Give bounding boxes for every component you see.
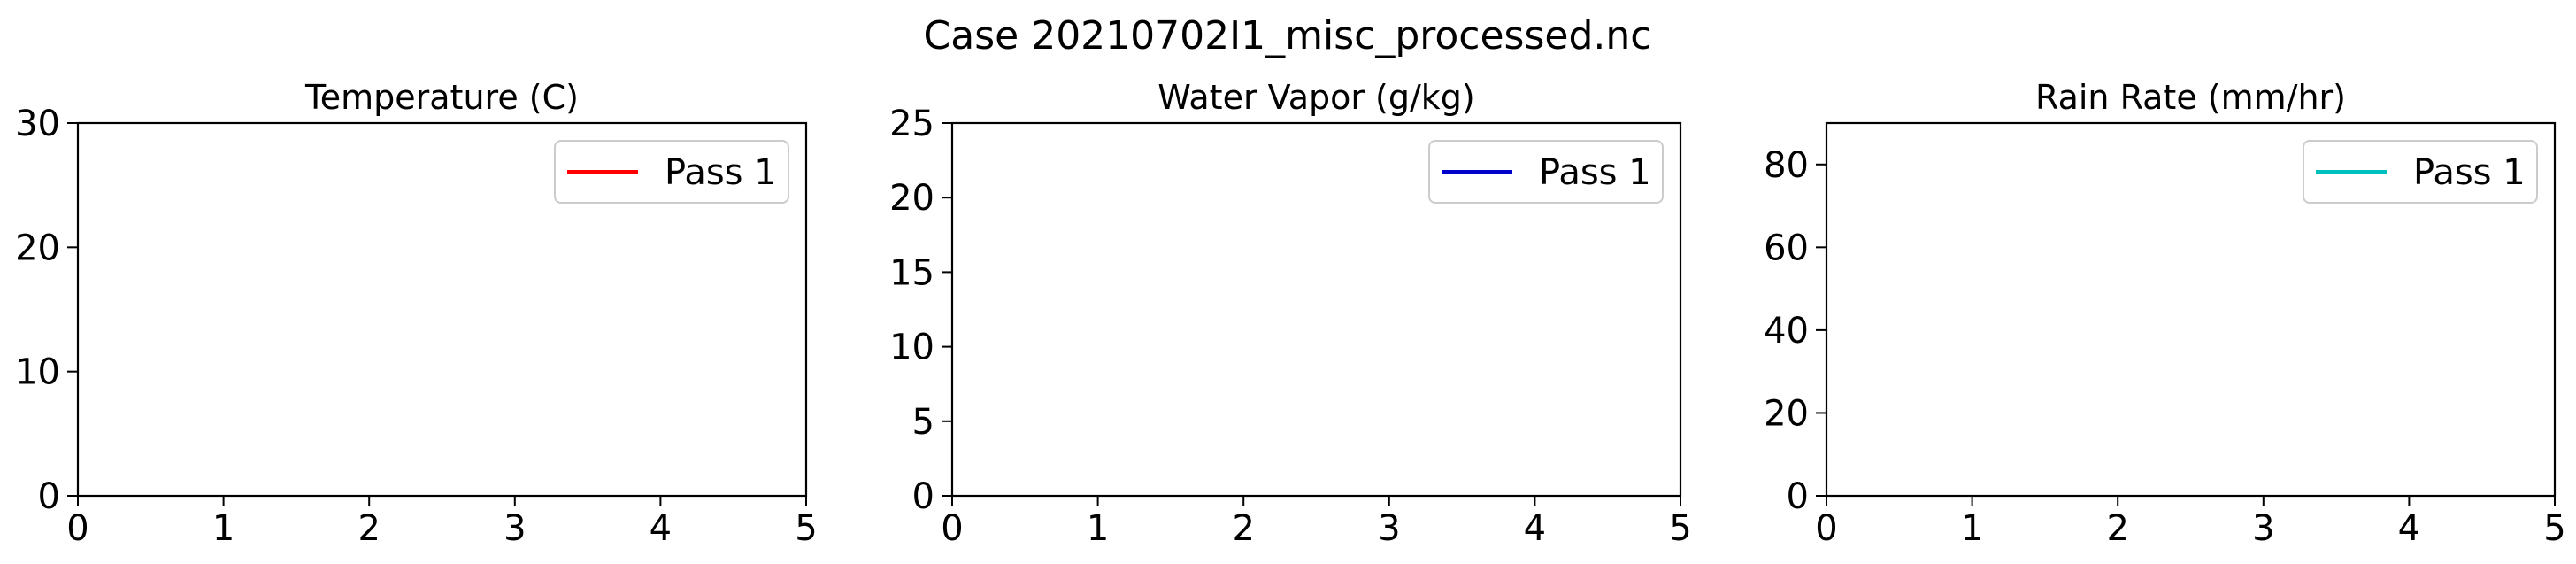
- x-tick-label: 4: [1524, 508, 1546, 549]
- subplot-1: Temperature (C) 0 1 2 3 4 5 0 10 20 30 Pass 1: [15, 78, 818, 549]
- x-tick-label: 1: [1087, 508, 1109, 549]
- x-tick-label: 2: [1232, 508, 1254, 549]
- legend: Pass 1: [1428, 140, 1664, 204]
- legend-box: [2303, 140, 2538, 204]
- x-tick-label: 3: [2252, 508, 2274, 549]
- legend-label: Pass 1: [1539, 152, 1651, 193]
- x-tick-label: 4: [2398, 508, 2420, 549]
- subplot-3: Rain Rate (mm/hr) 0 1 2 3 4 5 0 20 40 60 80 Pass 1: [1764, 78, 2566, 549]
- subplot-title: Temperature (C): [304, 78, 579, 117]
- y-tick-label: 0: [38, 476, 60, 517]
- y-tick-label: 30: [15, 104, 60, 144]
- x-tick-label: 5: [2543, 508, 2565, 549]
- y-tick-label: 5: [912, 402, 934, 443]
- y-tick-label: 60: [1764, 228, 1809, 268]
- subplot-title: Rain Rate (mm/hr): [2035, 78, 2346, 117]
- x-tick-label: 0: [66, 508, 88, 549]
- legend-label: Pass 1: [2413, 152, 2526, 193]
- axes-frame: [1825, 121, 2557, 498]
- y-tick-label: 0: [1787, 476, 1809, 517]
- y-tick-label: 25: [889, 104, 934, 144]
- legend-box: [554, 140, 789, 204]
- y-tick-label: 10: [15, 352, 60, 393]
- axes-frame: [76, 121, 808, 498]
- x-tick-label: 5: [1669, 508, 1691, 549]
- x-tick-label: 2: [2106, 508, 2128, 549]
- y-tick-label: 40: [1764, 311, 1809, 352]
- y-tick-label: 20: [889, 178, 934, 219]
- x-tick-label: 2: [358, 508, 380, 549]
- subplot-title: Water Vapor (g/kg): [1157, 78, 1475, 117]
- axes-frame: [950, 121, 1682, 498]
- legend-label: Pass 1: [665, 152, 777, 193]
- y-tick-label: 80: [1764, 145, 1809, 186]
- x-tick-label: 3: [1378, 508, 1400, 549]
- y-tick-label: 0: [912, 476, 934, 517]
- x-tick-label: 4: [650, 508, 672, 549]
- x-tick-label: 1: [1961, 508, 1983, 549]
- y-tick-label: 15: [889, 252, 934, 293]
- figure-title: Case 20210702I1_misc_processed.nc: [924, 13, 1652, 58]
- y-tick-label: 20: [1764, 393, 1809, 434]
- x-tick-label: 3: [504, 508, 526, 549]
- legend: Pass 1: [2303, 140, 2538, 204]
- y-tick-label: 20: [15, 228, 60, 268]
- x-tick-label: 5: [795, 508, 817, 549]
- legend: Pass 1: [554, 140, 789, 204]
- x-tick-label: 1: [212, 508, 235, 549]
- legend-box: [1428, 140, 1664, 204]
- x-tick-label: 0: [1815, 508, 1837, 549]
- y-tick-label: 10: [889, 328, 934, 368]
- x-tick-label: 0: [941, 508, 963, 549]
- subplot-2: Water Vapor (g/kg) 0 1 2 3 4 5 0 5 10 15 20 25 Pass 1: [889, 78, 1692, 549]
